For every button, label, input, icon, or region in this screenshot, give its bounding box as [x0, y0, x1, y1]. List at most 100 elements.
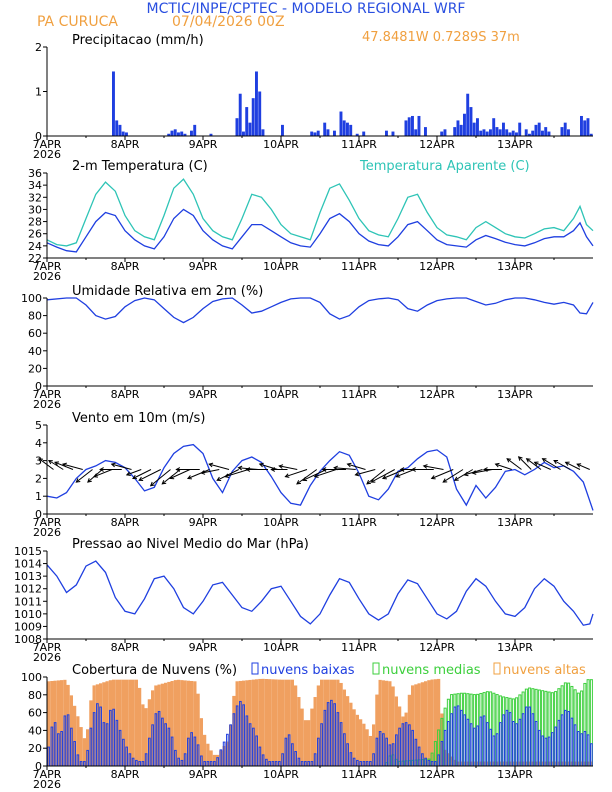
wind-vector — [279, 465, 298, 470]
precip-bar — [346, 122, 349, 136]
cloud-bar-high — [199, 718, 203, 766]
precip-bar — [261, 129, 265, 136]
cloud-bar-high — [307, 720, 311, 766]
cloud-bar-high — [50, 681, 54, 766]
wind-vector — [126, 469, 142, 476]
precip-bar — [235, 118, 239, 136]
wind-vector — [54, 461, 74, 470]
wind-vector-head — [370, 478, 376, 483]
cloud-bar-high — [557, 761, 561, 766]
cloud-bar-high — [414, 684, 418, 766]
cloud-bar-high — [518, 761, 522, 766]
cloud-bar-high — [433, 679, 437, 766]
wind-vector-head — [381, 475, 387, 480]
precip-bar — [326, 129, 330, 136]
cloud-bar-high — [544, 761, 548, 766]
precip-bar — [342, 120, 346, 136]
x-tick-label: 7APR — [33, 138, 62, 151]
wind-vector — [371, 469, 395, 483]
precip-bar — [349, 124, 353, 136]
cloud-bar-high — [294, 685, 298, 766]
series-line-wind-0 — [46, 443, 594, 511]
cloud-bar-high — [141, 704, 145, 766]
precip-bar — [528, 133, 531, 136]
y-tick-label: 1010 — [14, 608, 42, 621]
cloud-bar-high — [251, 679, 255, 766]
precip-bar — [440, 131, 444, 136]
y-tick-label: 80 — [28, 310, 42, 323]
precip-bar — [310, 131, 314, 136]
precip-bar — [534, 124, 538, 136]
cloud-bar-high — [515, 761, 519, 766]
cloud-bar-high — [79, 727, 83, 766]
precip-bar — [407, 117, 411, 136]
cloud-bar-low — [573, 724, 577, 767]
precip-bar — [333, 130, 336, 136]
y-tick-label: 0 — [35, 130, 42, 143]
wind-vector — [534, 461, 551, 470]
panel-title: Cobertura de Nuvens (%) — [72, 663, 237, 678]
cloud-bar-high — [193, 681, 197, 766]
x-tick-label: 11APR — [341, 138, 377, 151]
wind-vector-head — [494, 462, 500, 468]
cloud-bar-high — [404, 712, 408, 766]
y-tick-label: 5 — [35, 419, 42, 432]
wind-vector-head — [175, 467, 181, 472]
cloud-bar-high — [167, 681, 171, 766]
wind-vector — [334, 467, 356, 470]
cloud-bar-high — [82, 738, 86, 766]
x-tick-label: 8APR — [111, 138, 140, 151]
cloud-bar-low — [495, 733, 499, 767]
cloud-bar-high — [424, 681, 428, 766]
cloud-bar-low — [580, 733, 583, 767]
cloud-bar-high — [66, 684, 70, 766]
cloud-bar-low — [525, 706, 528, 767]
precip-bar — [411, 115, 414, 136]
cloud-bar-high — [385, 680, 389, 766]
cloud-bar-high — [320, 679, 324, 766]
precip-bar — [495, 127, 499, 136]
panel-clouds: 0 20 40 60 80 100 7APR 8APR 9APR 10APR 11APR 12APR 1… — [21, 662, 593, 791]
x-tick-label: 12APR — [419, 260, 455, 273]
cloud-bar-high — [524, 761, 528, 766]
cloud-bar-high — [180, 680, 184, 766]
cloud-bar-high — [86, 729, 90, 766]
cloud-bar-high — [443, 749, 447, 766]
precip-bar — [583, 120, 587, 136]
cloud-bar-high — [534, 761, 538, 766]
cloud-bar-high — [297, 697, 301, 766]
cloud-bar-low — [564, 709, 567, 767]
cloud-bar-high — [183, 680, 187, 766]
wind-vector-head — [411, 467, 416, 472]
cloud-bar-high — [212, 754, 216, 766]
precip-bar — [589, 133, 593, 136]
cloud-bar-high — [128, 679, 132, 766]
cloud-bar-low — [577, 731, 580, 767]
x-tick-label: 10APR — [263, 516, 299, 529]
cloud-bar-high — [349, 702, 353, 766]
precip-bar — [404, 120, 408, 136]
header-title: MCTIC/INPE/CPTEC - MODELO REGIONAL WRF — [147, 1, 466, 17]
x-tick-label: 9APR — [189, 516, 218, 529]
x-tick-label: 12APR — [419, 138, 455, 151]
cloud-bar-high — [329, 679, 333, 766]
cloud-bar-low — [492, 735, 496, 767]
cloud-bar-high — [76, 716, 80, 766]
cloud-bar-high — [375, 694, 379, 766]
cloud-bar-high — [248, 679, 252, 766]
precip-bar — [255, 71, 258, 136]
y-tick-label: 20 — [28, 742, 42, 755]
cloud-bar-high — [60, 680, 64, 766]
cloud-bar-high — [492, 761, 496, 766]
wind-vector-head — [333, 465, 339, 471]
precip-bar — [258, 91, 262, 136]
wind-vector — [366, 469, 386, 485]
wind-vector-head — [321, 467, 327, 472]
wind-vector-head — [149, 481, 155, 487]
cloud-bar-high — [151, 690, 155, 766]
cloud-bar-high — [316, 685, 320, 766]
wind-vector-head — [395, 473, 401, 478]
cloud-bar-high — [203, 734, 207, 766]
